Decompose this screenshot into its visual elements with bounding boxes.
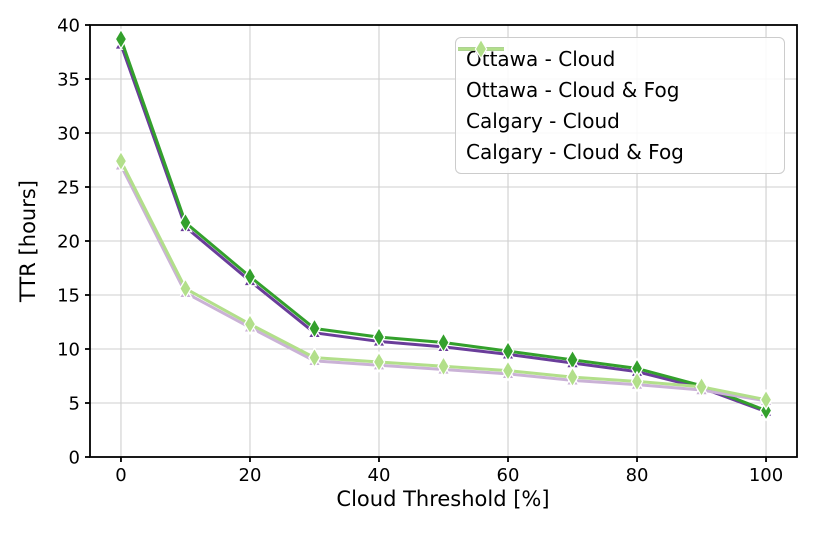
y-tick-label: 0 — [69, 448, 80, 469]
x-axis-label: Cloud Threshold [%] — [336, 487, 550, 511]
legend-label: Calgary - Cloud — [466, 109, 620, 134]
data-point-ottawa-cloud-fog — [437, 331, 450, 354]
y-tick-label: 5 — [69, 394, 80, 415]
x-tick-label: 80 — [626, 465, 649, 486]
data-point-ottawa-cloud-fog — [308, 317, 321, 340]
legend-item-calgary-cloud-fog: Calgary - Cloud & Fog — [458, 38, 774, 168]
data-point-calgary-cloud-fog — [501, 359, 515, 382]
y-axis-label: TTR [hours] — [16, 180, 40, 302]
y-tick-label: 40 — [57, 16, 80, 37]
data-point-calgary-cloud-fog — [308, 346, 321, 369]
legend-label: Ottawa - Cloud & Fog — [466, 77, 680, 102]
data-point-calgary-cloud-fog — [114, 150, 128, 172]
legend-label: Calgary - Cloud & Fog — [466, 140, 684, 165]
data-point-ottawa-cloud-fog — [114, 28, 128, 50]
x-tick-label: 100 — [749, 465, 783, 486]
legend-item-ottawa-cloud-fog: Ottawa - Cloud & Fog — [458, 38, 774, 105]
data-point-ottawa-cloud-fog — [179, 211, 192, 234]
y-tick-label: 15 — [57, 286, 80, 307]
y-tick-label: 25 — [57, 178, 80, 199]
legend: Ottawa - Cloud Ottawa - Cloud & Fog Calgar… — [455, 37, 785, 174]
data-point-calgary-cloud-fog — [179, 277, 192, 300]
x-tick-label: 60 — [497, 465, 520, 486]
data-point-calgary-cloud-fog — [243, 313, 257, 335]
data-point-calgary-cloud-fog — [372, 351, 386, 373]
x-tick-label: 20 — [239, 465, 262, 486]
data-point-calgary-cloud-fog — [437, 355, 450, 378]
y-tick-label: 35 — [57, 70, 80, 91]
legend-item-calgary-cloud: Calgary - Cloud — [458, 42, 774, 137]
data-point-ottawa-cloud-fog — [243, 265, 257, 288]
data-point-calgary-cloud-fog — [566, 366, 579, 388]
y-tick-label: 10 — [57, 340, 80, 361]
x-tick-label: 40 — [368, 465, 391, 486]
y-tick-label: 20 — [57, 232, 80, 253]
y-tick-label: 30 — [57, 124, 80, 145]
plot-frame — [89, 24, 798, 458]
data-point-calgary-cloud-fog — [630, 370, 644, 393]
legend-sample-diamond-icon — [458, 38, 504, 60]
data-point-ottawa-cloud-fog — [372, 326, 386, 348]
data-point-calgary-cloud-fog — [759, 388, 773, 411]
legend-item-ottawa-cloud: Ottawa - Cloud — [458, 42, 774, 74]
x-tick-label: 0 — [115, 465, 126, 486]
data-point-calgary-cloud-fog — [695, 376, 708, 398]
